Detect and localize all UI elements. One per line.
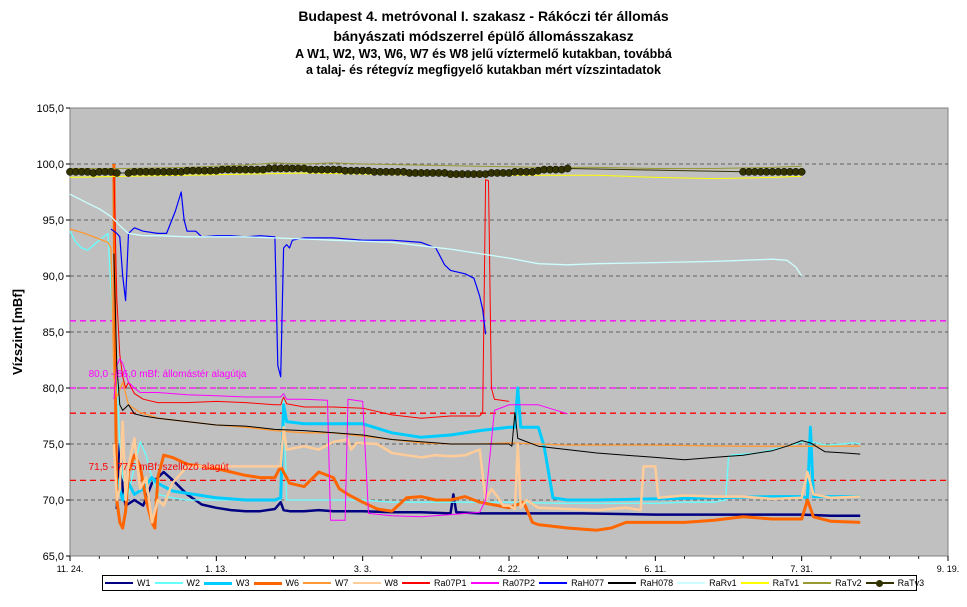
series-line-rah077 (110, 191, 487, 378)
x-tick-label: 9. 19. (937, 564, 960, 574)
legend-swatch (352, 582, 381, 584)
series-line-rah078 (113, 253, 861, 461)
annotation-label: 80,0 - 86,0 mBf: állomástér alagútja (89, 369, 247, 380)
legend-label: RaTv1 (772, 578, 800, 588)
legend-item-ratv1: RaTv1 (740, 578, 800, 588)
legend-label: W8 (384, 578, 399, 588)
x-tick-label: 7. 31. (790, 564, 813, 574)
series-line-ra07p2 (113, 358, 568, 521)
x-tick-label: 1. 13. (205, 564, 228, 574)
series-line-w7 (69, 228, 861, 447)
legend-label: RaH077 (571, 578, 605, 588)
legend-label: W2 (186, 578, 201, 588)
legend-item-rah078: RaH078 (608, 578, 673, 588)
legend-swatch (402, 582, 430, 584)
legend-label: W7 (335, 578, 349, 588)
legend-swatch (865, 580, 894, 587)
legend-item-ratv3: RaTv3 (865, 578, 925, 588)
legend-item-ra07p2: Ra07P2 (470, 578, 536, 588)
y-tick-label: 105,0 (36, 103, 64, 115)
y-tick-label: 95,0 (43, 215, 64, 227)
legend-swatch (539, 582, 568, 584)
series-group (66, 162, 861, 532)
legend-item-rah077: RaH077 (539, 578, 604, 588)
series-line-w3 (115, 386, 861, 502)
legend-label: W3 (236, 578, 250, 588)
series-point-ratv3 (797, 167, 806, 176)
legend-label: RaTv3 (897, 578, 925, 588)
series-line-ratv2 (70, 162, 802, 169)
legend-swatch (105, 582, 133, 584)
legend-item-w2: W2 (154, 578, 201, 588)
x-tick-label: 4. 22. (498, 564, 521, 574)
chart-legend: W1 W2 W3 W6 W7 W8 Ra07P1 Ra07P2 RaH077 RaH078 RaRv… (102, 575, 924, 591)
chart-title: Budapest 4. metróvonal I. szakasz - Rákó… (0, 6, 967, 78)
series-line-w6 (112, 163, 861, 532)
legend-item-w8: W8 (352, 578, 399, 588)
legend-item-w6: W6 (253, 578, 300, 588)
legend-swatch (253, 581, 282, 585)
legend-swatch (608, 582, 637, 584)
legend-swatch (204, 581, 232, 585)
legend-swatch (154, 582, 183, 584)
y-axis-label: Vízszint [mBf] (10, 289, 25, 375)
y-tick-label: 80,0 (43, 383, 64, 395)
legend-item-w1: W1 (105, 578, 151, 588)
chart-title-line-1: Budapest 4. metróvonal I. szakasz - Rákó… (298, 8, 669, 24)
y-tick-label: 90,0 (43, 271, 64, 283)
x-tick-label: 3. 3. (354, 564, 372, 574)
y-tick-label: 70,0 (43, 495, 64, 507)
chart-title-line-2: bányászati módszerrel épülő állomásszaka… (333, 28, 634, 44)
legend-label: RaTv2 (835, 578, 862, 588)
legend-label: Ra07P2 (502, 578, 536, 588)
legend-item-w3: W3 (204, 578, 250, 588)
legend-swatch (740, 582, 769, 584)
y-tick-label: 65,0 (43, 551, 64, 563)
series-line-w8 (112, 420, 861, 524)
legend-swatch (803, 582, 832, 584)
legend-item-ra07p1: Ra07P1 (402, 578, 467, 588)
legend-label: Ra07P1 (434, 578, 467, 588)
legend-label: W6 (285, 578, 300, 588)
y-tick-label: 100,0 (36, 159, 64, 171)
x-tick-label: 6. 11. (644, 564, 666, 574)
legend-swatch (303, 582, 331, 584)
y-tick-label: 85,0 (43, 327, 64, 339)
series-line-ra07p1 (113, 169, 510, 419)
x-tick-label: 11. 24. (57, 564, 84, 574)
legend-label: W1 (137, 578, 151, 588)
series-point-ratv3 (563, 164, 572, 173)
y-tick-label: 75,0 (43, 439, 64, 451)
legend-item-ratv2: RaTv2 (803, 578, 862, 588)
annotation-label: 71,5 - 77,5 mBf: szellőző alagút (89, 462, 229, 473)
legend-item-w7: W7 (303, 578, 349, 588)
legend-swatch (470, 582, 499, 584)
legend-item-rarv1: RaRv1 (677, 578, 737, 588)
chart-title-line-4: a talaj- és rétegvíz megfigyelő kutakban… (306, 63, 661, 77)
legend-label: RaH078 (640, 578, 674, 588)
legend-label: RaRv1 (709, 578, 737, 588)
series-line-rarv1 (69, 193, 803, 277)
legend-swatch (677, 582, 706, 584)
series-point-ratv3 (112, 169, 121, 177)
chart-title-line-3: A W1, W2, W3, W6, W7 és W8 jelű vízterme… (295, 47, 672, 61)
